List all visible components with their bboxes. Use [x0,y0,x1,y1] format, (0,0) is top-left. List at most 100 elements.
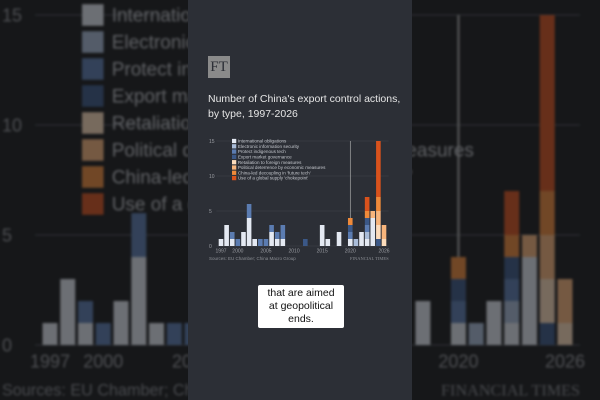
bar-segment-2023 [364,197,370,211]
legend-label: Political deterrence by economic measure… [238,165,326,170]
bar-segment-2006 [269,232,274,246]
legend-swatch [82,58,104,80]
bar-segment-1998 [60,279,76,345]
bar-segment-2023 [504,191,520,235]
legend-swatch [232,175,237,181]
bar-segment-2023 [504,257,520,279]
legend-label: Use of a global supply 'chokepoint' [238,176,309,181]
bar-segment-2004 [258,239,263,246]
legend-label: Protect indigenous tech [238,149,286,154]
bar-segment-2025 [376,211,381,225]
x-tick-label: 1997 [30,352,70,372]
legend-swatch [82,4,104,26]
bar-segment-2008 [280,225,286,239]
legend-label: Retaliation to foreign measures [238,160,302,165]
chart: 0 5 10 15 1997 2000 2005 2010 2015 2020 2026 Intern… [209,138,390,261]
bar-segment-2018 [336,232,342,246]
y-tick-label: 0 [209,244,212,250]
bar-segment-2020 [450,257,466,279]
chart-title: Number of China's export control actions… [208,93,401,120]
legend-swatch [232,170,237,175]
bar-segment-2020 [347,239,353,246]
x-tick-label: 2026 [378,248,389,254]
y-tick-label: 10 [2,115,22,135]
bar-segment-2020 [347,218,353,225]
bar-segment-2026 [557,323,573,345]
bar-segment-2024 [521,235,537,257]
video-caption: that are aimed at geopolitical ends. [258,285,344,328]
y-tick-label: 15 [209,139,215,145]
ft-footer: FINANCIAL TIMES [441,381,580,399]
bar-segment-2025 [376,239,381,246]
bar-segment-2002 [246,204,252,218]
y-tick-label: 0 [2,335,12,355]
chart-source: Sources: EU Chamber; China Macro Group [209,256,296,261]
bar-segment-2023 [364,218,370,225]
bar-segment-2026 [381,239,387,246]
bar-segment-2001 [113,301,129,345]
x-tick-label: 2026 [545,352,585,372]
bar-segment-2000 [235,239,241,246]
legend-swatch [82,139,104,161]
bar-segment-2023 [364,232,370,239]
bar-segment-1999 [78,301,94,323]
x-tick-label: 2000 [83,352,123,372]
bar-segment-2020 [450,301,466,323]
bar-segment-2002 [131,213,147,257]
bar-segment-2025 [376,141,381,197]
bar-segment-2001 [241,232,246,246]
legend-swatch [82,166,104,188]
bar-segment-2003 [149,323,165,345]
y-tick-label: 10 [209,174,215,180]
bar-segment-2002 [246,218,252,246]
ft-logo: FT [208,56,230,78]
bar-segment-2020 [347,225,353,232]
legend-swatch [232,149,237,154]
bar-segment-1997 [218,239,224,246]
bar-segment-1997 [42,323,58,345]
x-tick-label: 2005 [260,248,271,254]
bar-segment-2004 [166,323,182,345]
bar-segment-2025 [539,235,555,279]
legend-swatch [82,31,104,53]
bar-segment-2026 [381,225,387,239]
bar-segment-2008 [280,239,286,246]
bar-segment-2024 [521,257,537,345]
x-tick-label: 2015 [317,248,328,254]
bar-segment-2024 [370,218,376,246]
legend-swatch [232,160,237,165]
bar-segment-2025 [539,323,555,345]
legend-swatch [232,138,237,144]
bar-segment-2025 [539,15,555,191]
bar-segment-2022 [359,232,364,246]
bar-segment-2023 [504,279,520,301]
bar-segment-2016 [325,239,331,246]
bar-segment-2007 [274,239,280,246]
bar-segment-2023 [364,211,370,218]
bar-segment-2022 [486,301,502,345]
bar-segment-2005 [263,239,269,246]
legend-swatch [232,144,237,149]
video-panel: FT Number of China's export control acti… [188,0,412,400]
legend-swatch [82,193,104,215]
legend-swatch [232,154,237,160]
bar-segment-2026 [557,279,573,323]
x-tick-label: 2020 [438,352,478,372]
bar-segment-2007 [274,232,280,239]
bar-segment-2021 [468,323,484,345]
bar-segment-2025 [376,197,381,211]
bar-segment-2024 [370,211,376,218]
bar-segment-2021 [353,239,359,246]
bar-segment-2023 [504,235,520,257]
bar-segment-2012 [303,239,308,246]
ft-footer: FINANCIAL TIMES [350,256,389,261]
bar-segment-2023 [504,323,520,345]
bar-segment-2020 [347,232,353,239]
x-tick-label: 2010 [289,248,300,254]
legend-swatch [232,165,237,170]
bar-segment-2023 [364,239,370,246]
legend-swatch [82,112,104,134]
x-tick-label: 2020 [345,248,356,254]
bar-segment-1999 [229,232,235,239]
x-tick-label: 1997 [215,248,226,254]
